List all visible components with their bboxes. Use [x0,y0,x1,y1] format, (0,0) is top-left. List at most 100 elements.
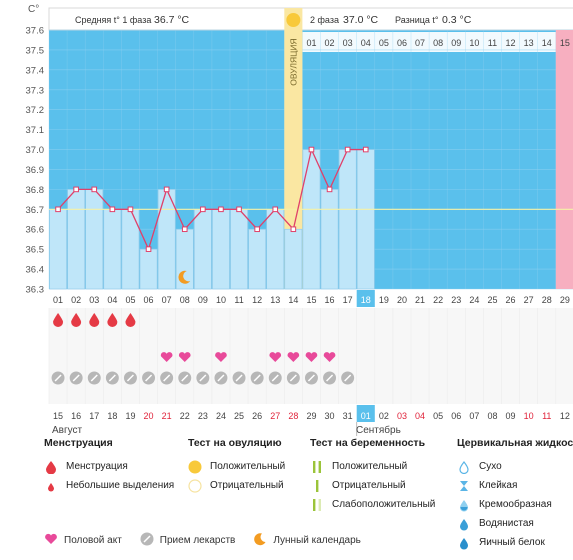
ovulation-column [284,8,303,289]
month-label-second: Сентябрь [356,424,401,436]
date-label: 26 [252,411,262,421]
legend-lunar: Лунный календарь [253,532,361,549]
phase2-day-label: 01 [306,38,316,48]
temperature-point [55,206,61,213]
temp-bar [356,149,375,290]
menstruation-drop [89,313,100,327]
date-label: 03 [397,411,407,421]
phase1-value: 36.7 °C [154,14,190,26]
pill-stripe [344,374,352,382]
pill-stripe [72,374,80,382]
y-tick-label: 36.5 [26,245,45,256]
date-label: 23 [198,411,208,421]
date-label: 15 [53,411,63,421]
chart-marks: 37.6 37.5 37.4 37.3 37.2 37.1 37.0 36.9 36.8 36.7… [26,13,573,436]
legend-item: Положительный [188,457,285,476]
temperature-point [127,206,134,213]
cycle-day-label: 14 [288,295,298,305]
temp-bar [49,209,67,290]
date-label: 22 [180,411,190,421]
temp-bar [230,209,248,290]
temp-bar [67,189,85,290]
double-bar-icon [310,460,324,474]
legend-pregnancy-title: Тест на беременность [310,437,426,449]
heart-icon [44,533,58,548]
pill-stripe [271,374,279,382]
temp-bar [139,248,158,290]
heart-mark [215,352,227,362]
y-tick-label: 37.4 [26,65,45,76]
y-tick-label: 36.6 [26,225,45,236]
date-label: 18 [107,411,117,421]
menstruation-drop [53,313,64,327]
heart-mark [160,352,173,362]
temperature-point [109,206,116,213]
cycle-day-label: 04 [107,295,117,305]
phase2-day-label: 11 [488,38,497,48]
drop-small-icon [44,479,58,493]
phase2-day-label: 09 [451,38,461,48]
y-tick-label: 36.3 [26,285,45,296]
legend-menstruation-title: Менструация [44,437,113,449]
moon-icon [253,532,267,549]
phase2-day-label: 02 [325,38,335,48]
temperature-point [218,206,224,213]
legend-item: Небольшие выделения [44,476,174,495]
legend-cervical-item-1: Клейкая [479,480,518,491]
menstruation-drop [71,313,82,327]
y-tick-label: 36.8 [26,185,45,196]
phase2-day-label: 12 [506,38,516,48]
pill-stripe [163,374,171,382]
heart-mark [178,352,191,362]
pill-stripe [253,374,261,382]
temp-bar [320,189,339,290]
phase2-day-label: 15 [560,38,570,48]
legend-item: Положительный [310,457,435,476]
cycle-day-label: 25 [487,295,497,305]
legend-lunar-label: Лунный календарь [273,535,361,546]
heart-mark [305,352,318,362]
temperature-point [200,206,206,213]
temperature-point [290,226,297,233]
temp-bar [103,209,122,290]
today-date-highlight [356,405,375,422]
legend-pregnancy-item-2: Слабоположительный [332,499,436,510]
cycle-day-label: 12 [252,295,262,305]
temperature-point [91,186,98,193]
watery-drop-icon [457,517,471,531]
phase2-header-strip [302,32,573,52]
cycle-day-label: 17 [343,295,353,305]
temp-bar [266,209,285,290]
ovulation-sun [286,13,301,27]
legend-item: Клейкая [457,476,573,495]
legend-ovulation-item-0: Положительный [210,461,286,472]
y-tick-label: 37.1 [26,125,45,136]
phase2-day-label: 08 [433,38,443,48]
cycle-day-label: 23 [451,295,461,305]
pill-stripe [307,374,315,382]
date-label: 12 [560,411,570,421]
date-label: 01 [361,411,371,421]
date-label: 31 [343,411,353,421]
pill-stripe [217,374,225,382]
cycle-day-label: 13 [270,295,280,305]
pill-stripe [145,374,153,382]
pill-stripe [235,374,243,382]
legend-medication-label: Прием лекарств [159,535,236,546]
y-tick-label: 37.0 [26,145,45,156]
date-label: 27 [270,411,280,421]
legend-ovulation-test: Тест на овуляцию Положительный Отрицател… [188,437,285,495]
phase2-label: 2 фаза [310,15,339,25]
temperature-point [163,186,170,193]
cycle-day-label: 05 [125,295,135,305]
legend: Менструация Менструация Небольшие выделе… [0,437,573,560]
pink-band [555,30,573,289]
menstruation-drop [107,313,118,327]
cycle-day-label: 28 [542,295,552,305]
pill-icon [140,532,154,549]
drop-large-icon [44,460,58,474]
y-tick-label: 37.6 [26,26,45,37]
pill-stripe [90,374,98,382]
heart-mark [323,352,336,362]
month-label-first: Август [52,425,83,436]
